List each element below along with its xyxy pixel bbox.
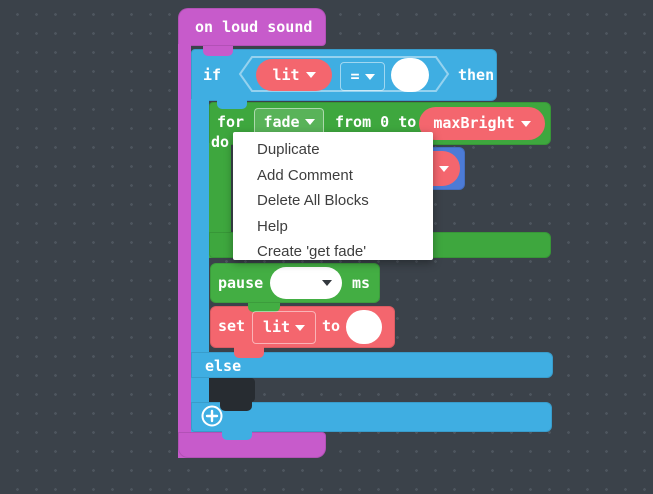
notch-pause-to-set — [248, 303, 280, 312]
for-loop-spine[interactable] — [209, 143, 231, 258]
set-variable-label: lit — [262, 318, 291, 336]
pause-keyword-label: pause — [218, 274, 264, 292]
dropdown-caret-icon[interactable] — [439, 165, 449, 172]
dropdown-caret-icon[interactable] — [520, 120, 531, 127]
notch-if-to-event-footer — [222, 429, 252, 440]
set-keyword-label: set — [218, 317, 246, 335]
do-label: do — [211, 133, 230, 151]
pause-value: 1000 — [280, 273, 317, 292]
dropdown-caret-icon[interactable] — [295, 324, 306, 331]
if-spine[interactable] — [191, 99, 209, 432]
operator-label: = — [350, 67, 360, 85]
notch-if-to-for — [217, 99, 247, 109]
if-keyword-label: if — [203, 66, 222, 84]
dropdown-caret-icon[interactable] — [305, 72, 316, 78]
variable-lit-label: lit — [272, 65, 300, 84]
notch-set-to-else — [234, 347, 264, 358]
on-loud-sound-footer[interactable] — [178, 432, 326, 458]
empty-statement-socket[interactable] — [209, 378, 255, 402]
loop-variable-label: fade — [263, 112, 300, 131]
number-value: 1 — [359, 317, 369, 336]
pause-duration-dropdown[interactable]: 1000 — [270, 267, 342, 299]
variable-dropdown-maxbright[interactable]: maxBright — [419, 107, 545, 140]
loop-variable-dropdown-fade[interactable]: fade — [254, 108, 324, 136]
set-variable-dropdown-lit[interactable]: lit — [252, 311, 316, 344]
number-input-0[interactable]: 0 — [391, 58, 429, 92]
dropdown-caret-icon[interactable] — [321, 280, 332, 286]
number-input-1[interactable]: 1 — [346, 310, 382, 344]
context-menu-item-help[interactable]: Help — [257, 217, 288, 235]
set-to-label: to — [322, 317, 341, 335]
for-range-label: from 0 to — [335, 113, 417, 131]
block-if[interactable] — [191, 49, 497, 101]
operator-dropdown[interactable]: = — [340, 62, 385, 91]
dropdown-caret-icon[interactable] — [364, 73, 375, 80]
for-keyword-label: for — [217, 113, 245, 131]
else-label: else — [205, 357, 242, 375]
empty-statement-notch — [220, 401, 252, 411]
context-menu: Duplicate Add Comment Delete All Blocks … — [233, 132, 433, 260]
condition-hexagon-outline — [238, 56, 450, 92]
expand-else-if-plus-icon[interactable] — [200, 404, 224, 428]
pause-unit-label: ms — [352, 274, 371, 292]
notch-event-to-if — [203, 46, 233, 56]
variable-dropdown-lit[interactable]: lit — [256, 59, 332, 91]
then-label: then — [458, 66, 495, 84]
block-on-loud-sound[interactable] — [178, 8, 326, 46]
on-loud-sound-spine[interactable] — [178, 44, 191, 458]
context-menu-item-duplicate[interactable]: Duplicate — [257, 141, 320, 158]
context-menu-item-add-comment[interactable]: Add Comment — [257, 166, 353, 184]
dropdown-caret-icon[interactable] — [304, 119, 315, 125]
on-loud-sound-label: on loud sound — [195, 18, 313, 36]
variable-maxbright-label: maxBright — [433, 114, 515, 132]
context-menu-item-create-get-fade[interactable]: Create 'get fade' — [257, 243, 367, 261]
context-menu-item-delete-all-blocks[interactable]: Delete All Blocks — [257, 192, 369, 210]
number-value: 0 — [405, 65, 415, 84]
